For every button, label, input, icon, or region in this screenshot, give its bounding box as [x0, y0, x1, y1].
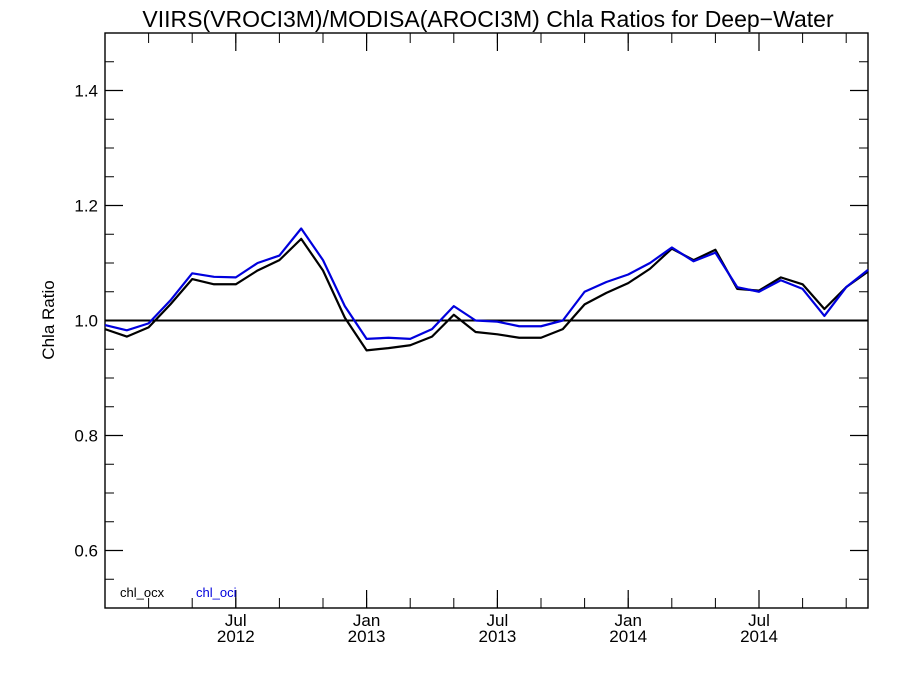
legend: chl_ocx chl_oci — [120, 585, 237, 600]
y-tick-label: 0.8 — [74, 427, 98, 446]
x-tick-label-year: 2012 — [217, 627, 255, 646]
y-tick-label: 1.2 — [74, 197, 98, 216]
x-tick-label-year: 2014 — [740, 627, 778, 646]
y-tick-label: 1.0 — [74, 312, 98, 331]
x-tick-label-month: Jul — [748, 611, 770, 630]
y-tick-label: 0.6 — [74, 542, 98, 561]
x-tick-label-year: 2014 — [609, 627, 647, 646]
y-tick-label: 1.4 — [74, 82, 98, 101]
legend-entry-chl-oci: chl_oci — [196, 585, 237, 600]
x-tick-label-month: Jul — [487, 611, 509, 630]
x-tick-label-year: 2013 — [478, 627, 516, 646]
x-tick-label-month: Jan — [614, 611, 641, 630]
series-line-chl-oci — [104, 227, 869, 340]
legend-entry-chl-ocx: chl_ocx — [120, 585, 165, 600]
x-tick-label-year: 2013 — [348, 627, 386, 646]
axis-ticks: 0.60.81.01.21.4Jul2012Jan2013Jul2013Jan2… — [74, 33, 868, 646]
series-line-chl-ocx — [104, 237, 869, 352]
x-tick-label-month: Jan — [353, 611, 380, 630]
y-axis-label: Chla Ratio — [39, 280, 58, 359]
chart-title: VIIRS(VROCI3M)/MODISA(AROCI3M) Chla Rati… — [142, 6, 834, 32]
series-group — [104, 227, 869, 352]
x-tick-label-month: Jul — [225, 611, 247, 630]
